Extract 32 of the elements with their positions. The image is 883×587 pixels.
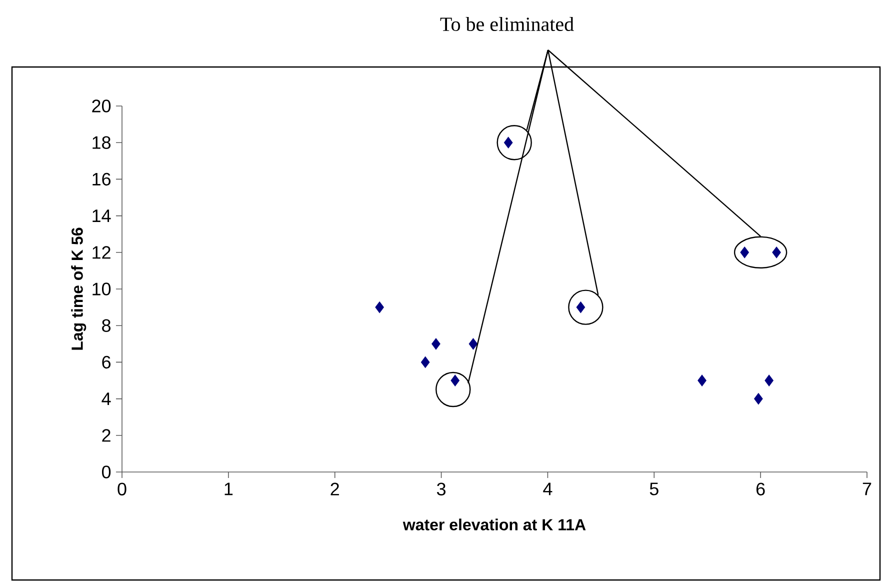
y-tick-label: 6 (102, 356, 110, 369)
x-tick-label: 0 (118, 482, 126, 496)
y-tick-label: 10 (92, 282, 111, 296)
y-tick-label: 8 (102, 319, 110, 332)
x-tick-label: 2 (330, 482, 339, 496)
point (432, 338, 440, 350)
y-tick-label: 4 (102, 392, 111, 405)
point (740, 246, 749, 258)
x-axis-title: water elevation at K 11A (402, 518, 586, 530)
point (772, 246, 781, 258)
y-tick-label: 0 (102, 466, 111, 478)
point (375, 302, 384, 314)
x-tick-label: 1 (224, 482, 233, 496)
point (764, 374, 774, 386)
text: To be eliminated (440, 16, 574, 32)
y-tick-label: 12 (92, 246, 110, 259)
x-tick-label: 3 (436, 482, 446, 496)
y-tick-label: 2 (102, 429, 110, 442)
point (468, 338, 478, 350)
y-tick-label: 20 (92, 100, 111, 112)
x-tick-label: 6 (756, 482, 765, 496)
point (698, 374, 706, 386)
point (754, 393, 763, 405)
y-tick-label: 18 (92, 136, 110, 149)
point (420, 356, 430, 368)
y-tick-label: 14 (92, 210, 111, 222)
x-tick-label: 5 (650, 482, 658, 496)
x-tick-label: 7 (862, 482, 872, 496)
x-tick-label: 4 (543, 482, 552, 496)
y-tick-label: 16 (92, 172, 110, 186)
point (450, 374, 460, 386)
y-axis-title: Lag time of K 56 (71, 228, 86, 350)
